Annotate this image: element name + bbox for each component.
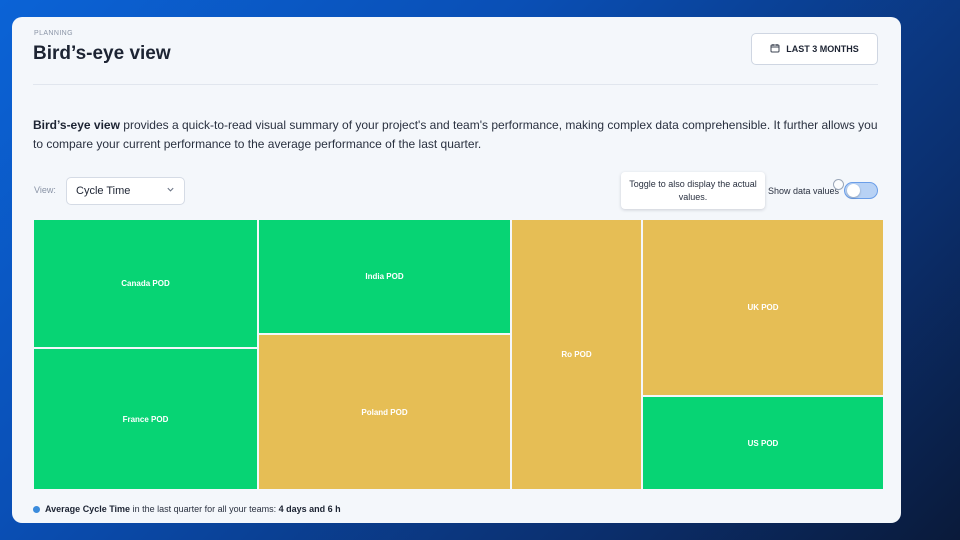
intro-lead: Bird’s-eye view <box>33 118 120 132</box>
legend-value: 4 days and 6 h <box>278 504 341 514</box>
tile-uk-pod[interactable]: UK POD <box>642 219 884 396</box>
view-select[interactable]: Cycle Time <box>66 177 185 205</box>
tile-us-pod[interactable]: US POD <box>642 396 884 490</box>
tile-canada-pod[interactable]: Canada POD <box>33 219 258 348</box>
tile-poland-pod[interactable]: Poland POD <box>258 334 511 490</box>
intro-body: provides a quick-to-read visual summary … <box>33 118 878 151</box>
tile-india-pod[interactable]: India POD <box>258 219 511 334</box>
divider <box>33 84 878 85</box>
toggle-knob <box>847 184 860 197</box>
tile-ro-pod[interactable]: Ro POD <box>511 219 642 490</box>
show-data-values-label: Show data values <box>768 186 840 196</box>
legend-dot-icon <box>33 505 40 513</box>
toggle-tooltip: Toggle to also display the actual values… <box>621 172 765 209</box>
intro-text: Bird’s-eye view provides a quick-to-read… <box>33 116 883 154</box>
chevron-down-icon <box>166 185 175 197</box>
view-label: View: <box>34 185 56 195</box>
legend-text: Average Cycle Time in the last quarter f… <box>45 504 341 514</box>
date-range-label: LAST 3 MONTHS <box>786 44 859 54</box>
mouse-cursor-icon <box>833 179 844 190</box>
view-select-value: Cycle Time <box>76 185 131 197</box>
show-data-values-toggle[interactable] <box>844 182 878 199</box>
birds-eye-card: PLANNING Bird’s-eye view LAST 3 MONTHS B… <box>12 17 901 523</box>
tooltip-text: Toggle to also display the actual values… <box>629 178 757 202</box>
page-title: Bird’s-eye view <box>33 43 171 64</box>
calendar-icon <box>770 43 780 55</box>
legend-metric: Average Cycle Time <box>45 504 131 514</box>
legend-body: in the last quarter for all your teams: <box>130 504 279 514</box>
treemap: Canada POD France POD India POD Poland P… <box>33 219 884 490</box>
breadcrumb: PLANNING <box>34 30 73 37</box>
legend: Average Cycle Time in the last quarter f… <box>33 504 341 514</box>
date-range-button[interactable]: LAST 3 MONTHS <box>751 33 878 65</box>
tile-france-pod[interactable]: France POD <box>33 348 258 490</box>
